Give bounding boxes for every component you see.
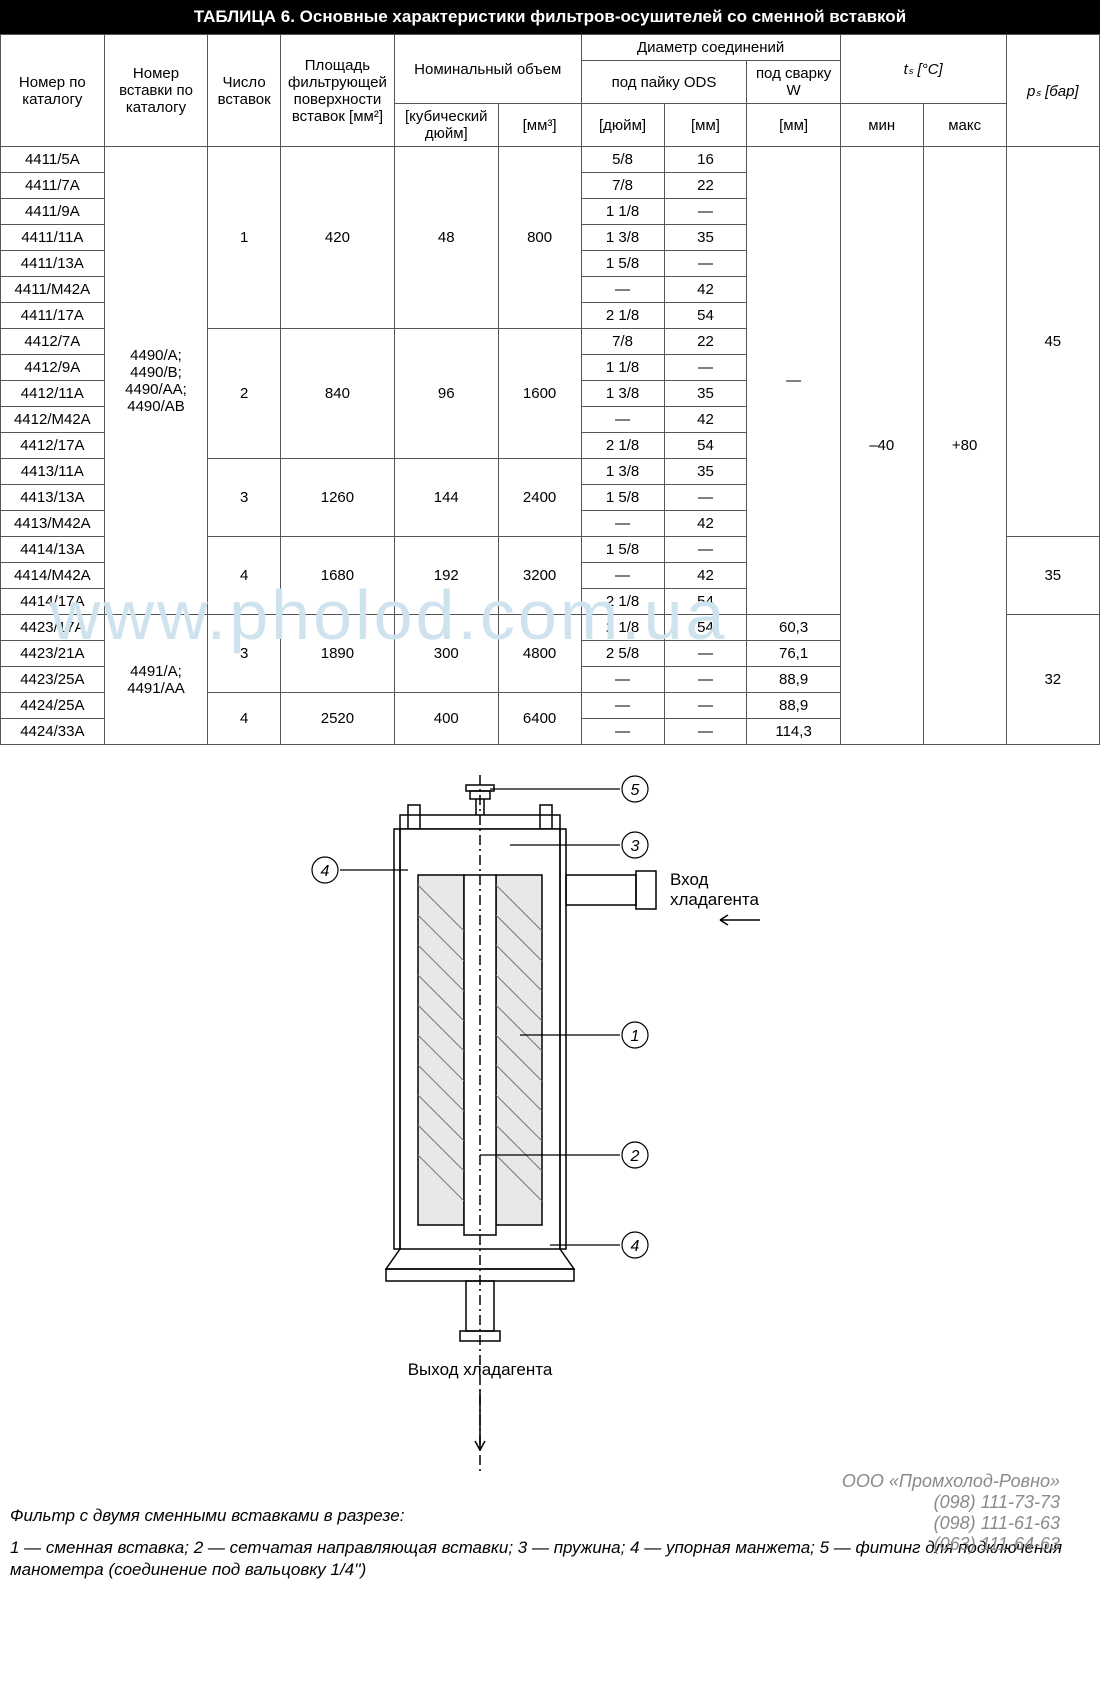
u-max: макс: [923, 104, 1006, 147]
h-nominal-volume: Номинальный объем: [394, 35, 581, 104]
h-weld: под сварку W: [747, 61, 840, 104]
h-insert-count: Число вставок: [208, 35, 281, 147]
u-mm: [мм]: [664, 104, 747, 147]
cell-code: 4414/13A: [1, 537, 105, 563]
cell-code: 4411/5A: [1, 147, 105, 173]
cell-code: 4412/M42A: [1, 407, 105, 433]
u-mm2: [мм]: [747, 104, 840, 147]
cell-code: 4411/9A: [1, 199, 105, 225]
table-title: ТАБЛИЦА 6. Основные характеристики фильт…: [0, 0, 1100, 34]
cell-code: 4412/9A: [1, 355, 105, 381]
u-inch: [дюйм]: [581, 104, 664, 147]
h-catalog: Номер по каталогу: [1, 35, 105, 147]
cell-insert-catalog: 4490/A; 4490/B; 4490/AA; 4490/AB: [104, 147, 208, 615]
svg-text:5: 5: [631, 782, 640, 799]
svg-text:3: 3: [631, 838, 640, 855]
svg-text:4: 4: [631, 1238, 640, 1255]
contact-block: ООО «Промхолод-Ровно» (098) 111-73-73 (0…: [842, 1471, 1060, 1555]
svg-text:2: 2: [630, 1148, 640, 1165]
cell-code: 4411/17A: [1, 303, 105, 329]
cell-code: 4412/7A: [1, 329, 105, 355]
cell-code: 4411/M42A: [1, 277, 105, 303]
diagram-area: 5 3 4 1 2 4 Вход хладагента Выход хладаг…: [0, 775, 1100, 1495]
cell-code: 4411/13A: [1, 251, 105, 277]
svg-text:Вход: Вход: [670, 870, 709, 889]
cell-code: 4413/13A: [1, 485, 105, 511]
cell-code: 4413/M42A: [1, 511, 105, 537]
u-mm3: [мм³]: [498, 104, 581, 147]
svg-text:1: 1: [631, 1028, 640, 1045]
cell-code: 4411/7A: [1, 173, 105, 199]
u-min: мин: [840, 104, 923, 147]
watermark-text: www.pholod.com.ua: [50, 575, 727, 655]
u-cubic-inch: [кубический дюйм]: [394, 104, 498, 147]
h-ps: pₛ [бар]: [1006, 35, 1099, 147]
h-ts: tₛ [°C]: [840, 35, 1006, 104]
company-name: ООО «Промхолод-Ровно»: [842, 1471, 1060, 1492]
h-conn-diam: Диаметр соединений: [581, 35, 840, 61]
h-insert-catalog: Номер вставки по каталогу: [104, 35, 208, 147]
phone2: (098) 111-61-63: [842, 1513, 1060, 1534]
svg-text:хладагента: хладагента: [670, 890, 760, 909]
phone3: (063) 111-64-63: [842, 1534, 1060, 1555]
inlet-label: Вход хладагента: [670, 870, 760, 925]
svg-text:4: 4: [321, 863, 330, 880]
cell-code: 4413/11A: [1, 459, 105, 485]
cell-code: 4412/17A: [1, 433, 105, 459]
h-ods: под пайку ODS: [581, 61, 747, 104]
outlet-label: Выход хладагента: [408, 1360, 553, 1450]
svg-text:Выход хладагента: Выход хладагента: [408, 1360, 553, 1379]
table-header: Номер по каталогу Номер вставки по катал…: [1, 35, 1100, 147]
cell-code: 4411/11A: [1, 225, 105, 251]
cell-code: 4412/11A: [1, 381, 105, 407]
h-filter-area: Площадь фильтрующей поверхности вставок …: [280, 35, 394, 147]
filter-diagram: 5 3 4 1 2 4 Вход хладагента Выход хладаг…: [280, 775, 840, 1475]
table-row: 4411/5A4490/A; 4490/B; 4490/AA; 4490/AB1…: [1, 147, 1100, 173]
phone1: (098) 111-73-73: [842, 1492, 1060, 1513]
